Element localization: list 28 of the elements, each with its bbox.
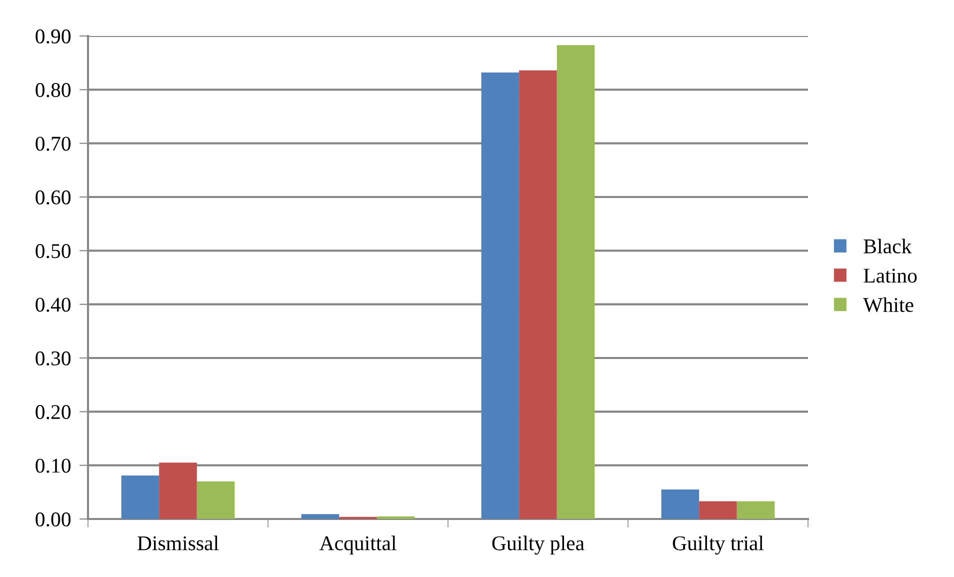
bar [481,72,520,519]
x-tick-label: Guilty plea [492,536,584,555]
bar [661,489,700,519]
bar [376,516,415,519]
y-tick-label: 0.00 [36,512,71,527]
bar [736,501,775,519]
x-tick-label: Acquittal [319,536,396,555]
y-tick-label: 0.10 [36,458,71,473]
y-tick-label: 0.70 [36,136,71,151]
bar [556,45,595,519]
bar [519,70,557,519]
x-tick-label: Dismissal [138,536,219,550]
bar [121,476,160,519]
x-tick-label: Guilty trial [672,536,764,555]
y-tick-label: 0.80 [36,83,71,98]
legend-label: Latino [864,268,917,283]
bar [196,481,235,519]
y-tick-label: 0.50 [36,244,71,258]
legend-label: White [863,297,914,312]
bar [699,501,737,519]
bar [301,514,340,519]
bar [159,462,197,519]
y-tick-label: 0.90 [36,29,71,44]
y-tick-label: 0.40 [36,298,71,312]
y-tick-label: 0.60 [36,190,71,205]
y-tick-label: 0.30 [36,351,71,366]
legend-label: Black [864,238,912,254]
y-tick-label: 0.20 [36,405,71,420]
